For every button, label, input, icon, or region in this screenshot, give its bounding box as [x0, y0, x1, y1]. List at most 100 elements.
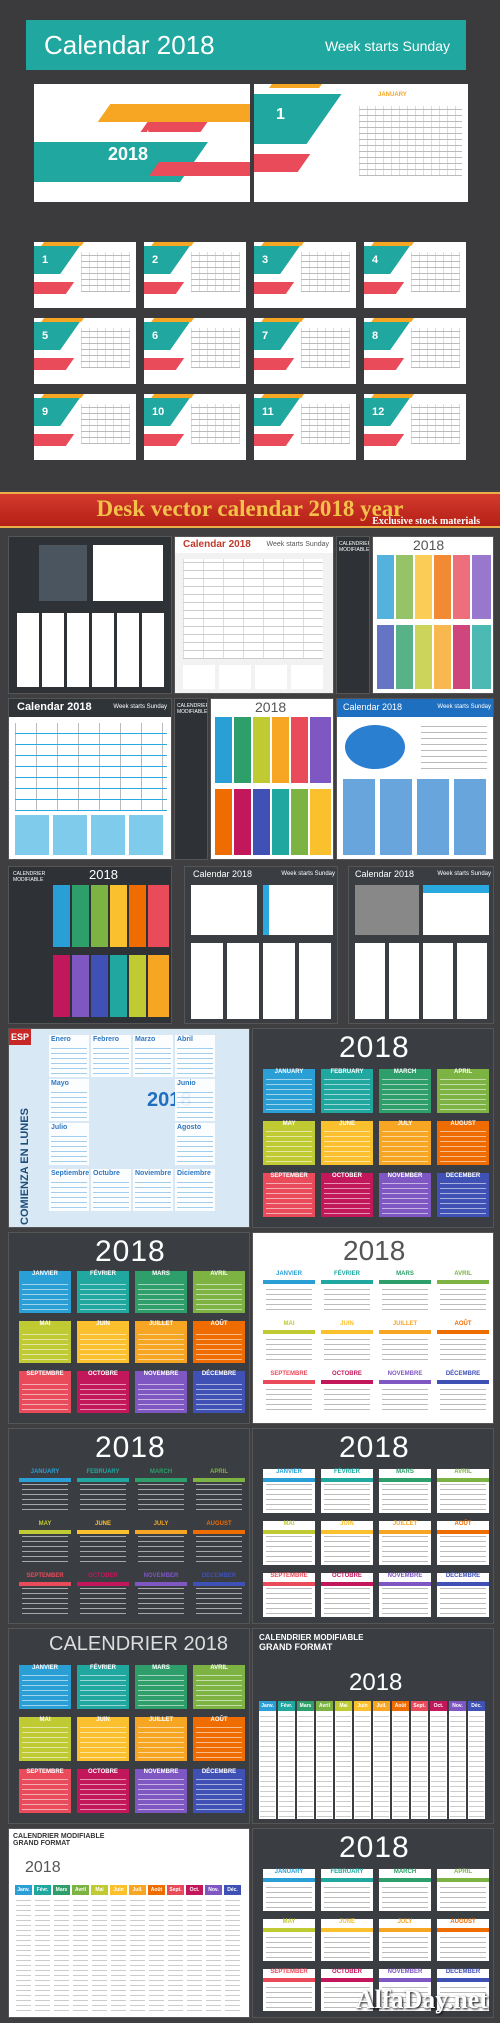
month-column-days	[187, 1897, 202, 2011]
month-name: JUIN	[321, 1521, 373, 1527]
thumb-calendrier-label: CALENDRIER MODIFIABLE	[13, 871, 46, 883]
day-grid	[382, 1286, 428, 1310]
month-block: AOÛT	[193, 1717, 245, 1761]
month-block: MAI	[263, 1321, 315, 1363]
spanish-month-name: Mayo	[51, 1080, 69, 1087]
month-column-days	[298, 1713, 313, 1817]
spanish-day-grid	[177, 1090, 213, 1118]
day-grid	[138, 1536, 184, 1562]
month-name: AUGUST	[437, 1919, 489, 1925]
spanish-month: Agosto	[175, 1123, 215, 1165]
month-column: Nov.	[205, 1885, 222, 2013]
spanish-calendar: ESP COMIENZA EN LUNES 2018 Enero Febrero M…	[8, 1028, 250, 1228]
month-column: Févr.	[34, 1885, 51, 2013]
month-block: SEPTEMBRE	[19, 1769, 71, 1813]
spanish-month-name: Junio	[177, 1080, 196, 1087]
day-grid	[266, 1336, 312, 1360]
hero-title-bar: Calendar 2018 Week starts Sunday	[26, 20, 466, 70]
month-block: JUNE	[321, 1121, 373, 1165]
thumb-title: Calendar 2018	[343, 702, 403, 712]
month-block: AUGUST	[437, 1121, 489, 1165]
day-grid	[440, 1984, 486, 2008]
month-block: AVRIL	[193, 1665, 245, 1709]
month-color-bar	[193, 1478, 245, 1482]
spanish-month-name: Febrero	[93, 1036, 120, 1043]
spanish-month: Abril	[175, 1035, 215, 1077]
spanish-month: Mayo	[49, 1079, 89, 1121]
month-block: AVRIL	[437, 1469, 489, 1513]
day-grid	[22, 1588, 68, 1614]
month-name: JUIN	[96, 1321, 110, 1327]
month-color-bar	[321, 1380, 373, 1384]
month-page-grid	[301, 328, 350, 368]
month-column-name: Janv.	[259, 1701, 276, 1711]
month-column-name: Mars	[297, 1701, 314, 1711]
day-grid	[382, 1484, 428, 1510]
spanish-month-name: Marzo	[135, 1036, 156, 1043]
monthly-page: 4	[364, 242, 466, 308]
month-name: DECEMBER	[445, 1173, 481, 1179]
month-name: SEPTEMBER	[26, 1573, 64, 1579]
month-color-bar	[437, 1330, 489, 1334]
month-name: AUGUST	[206, 1521, 232, 1527]
month-name: SEPTEMBRE	[26, 1371, 64, 1377]
spanish-month-name: Agosto	[177, 1124, 202, 1131]
day-grid	[382, 1079, 428, 1110]
month-block: MARCH	[379, 1069, 431, 1113]
month-name: FEBRUARY	[321, 1869, 373, 1875]
month-name: JANVIER	[263, 1469, 315, 1475]
month-block: MAI	[263, 1521, 315, 1565]
day-grid	[440, 1386, 486, 1410]
month-block: OCTOBRE	[77, 1371, 129, 1413]
thumb-color-columns-2: 2018	[210, 698, 334, 860]
french-dark-calendar: 2018 JANVIER FÉVRIER MARS AVRIL MAI JUIN JUILL…	[252, 1428, 494, 1624]
month-color-bar	[321, 1878, 373, 1882]
month-block: FEBRUARY	[77, 1469, 129, 1513]
spanish-month: Febrero	[91, 1035, 131, 1077]
month-color-bar	[135, 1478, 187, 1482]
spanish-month-name: Septiembre	[51, 1170, 90, 1177]
month-page-number: 5	[42, 330, 49, 342]
day-grid	[22, 1536, 68, 1562]
day-grid	[266, 1131, 312, 1162]
day-grid	[440, 1884, 486, 1908]
month-block: FÉVRIER	[77, 1271, 129, 1313]
dark2-year: 2018	[339, 1831, 410, 1864]
french-white-year: 2018	[343, 1235, 406, 1266]
month-column-days	[35, 1897, 50, 2011]
month-column: Févr.	[278, 1701, 295, 1819]
month-block: OCTOBER	[321, 1969, 373, 2011]
day-grid	[138, 1675, 184, 1706]
month-column: Sept.	[411, 1701, 428, 1819]
day-grid	[382, 1386, 428, 1410]
month-block: MARS	[379, 1469, 431, 1513]
month-color-bar	[263, 1280, 315, 1284]
month-color-bar	[379, 1530, 431, 1534]
month-block: SEPTEMBER	[263, 1969, 315, 2011]
monthly-page: 7	[254, 318, 356, 384]
day-grid	[266, 1588, 312, 1614]
month-name: JANVIER	[31, 1271, 58, 1277]
grand-format-heading: CALENDRIER MODIFIABLE GRAND FORMAT	[259, 1633, 363, 1652]
month-name: JUILLET	[148, 1321, 174, 1327]
month-column-name: Déc.	[224, 1885, 241, 1895]
month-block: NOVEMBER	[135, 1573, 187, 1617]
month-block: DECEMBER	[437, 1173, 489, 1217]
month-block: FÉVRIER	[321, 1469, 373, 1513]
month-block: SEPTEMBER	[263, 1173, 315, 1217]
month-column-name: Avril	[316, 1701, 333, 1711]
spanish-month-name: Enero	[51, 1036, 71, 1043]
month-block: AOÛT	[437, 1321, 489, 1363]
thumb-mini-grid	[17, 613, 165, 687]
month-page-number: 9	[42, 406, 49, 418]
month-name: APRIL	[437, 1869, 489, 1875]
month-block: DECEMBER	[437, 1969, 489, 2011]
month-name: JULY	[153, 1521, 169, 1527]
day-grid	[80, 1727, 126, 1758]
month-column-days	[92, 1897, 107, 2011]
month-color-bar	[437, 1878, 489, 1882]
month-column: Déc.	[224, 1885, 241, 2013]
day-grid	[324, 1984, 370, 2008]
day-grid	[80, 1381, 126, 1410]
day-grid	[138, 1588, 184, 1614]
